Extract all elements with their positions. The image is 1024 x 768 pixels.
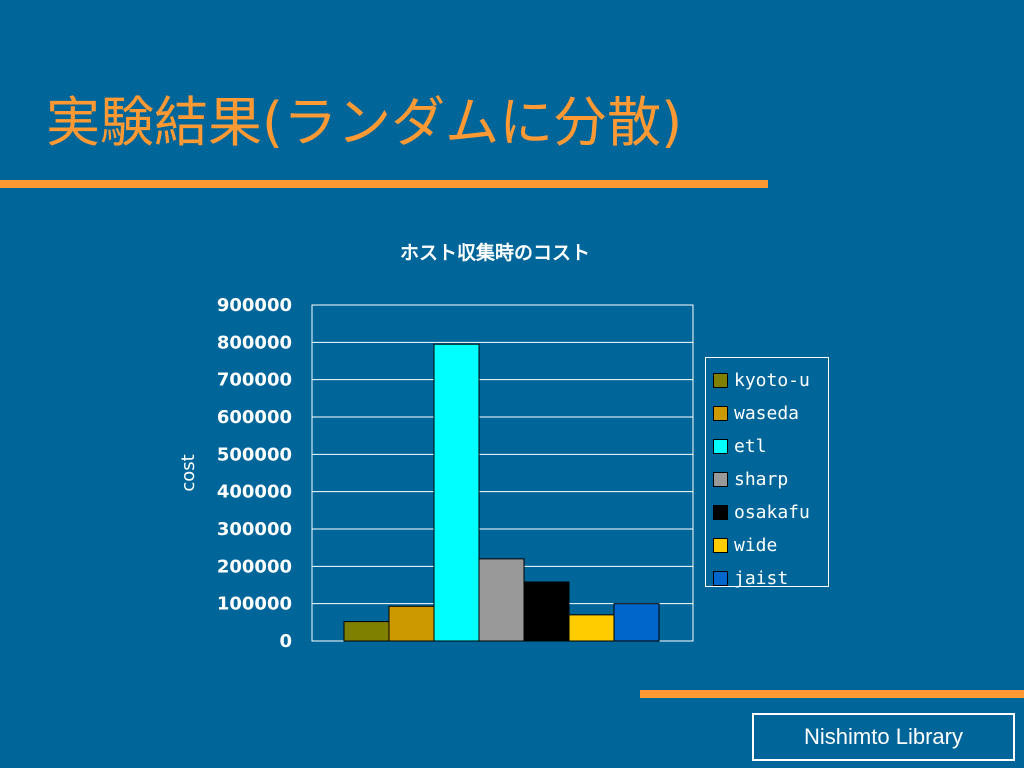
legend-swatch bbox=[713, 571, 728, 586]
bar-etl bbox=[433, 343, 480, 642]
y-tick-label: 700000 bbox=[217, 370, 292, 391]
footer-divider bbox=[640, 690, 1024, 698]
y-tick-label: 600000 bbox=[217, 407, 292, 428]
bar-wide bbox=[568, 614, 615, 642]
legend-label: jaist bbox=[734, 568, 789, 589]
legend-swatch bbox=[713, 439, 728, 454]
bar-sharp bbox=[478, 558, 525, 642]
legend-label: kyoto-u bbox=[734, 370, 810, 391]
y-axis-label: cost bbox=[178, 454, 199, 491]
legend-swatch bbox=[713, 538, 728, 553]
legend-label: waseda bbox=[734, 403, 800, 424]
legend-label: osakafu bbox=[734, 502, 810, 523]
legend-item-wide: wide bbox=[706, 529, 828, 562]
legend-swatch bbox=[713, 406, 728, 421]
y-tick-label: 0 bbox=[279, 631, 292, 652]
y-tick-label: 100000 bbox=[217, 594, 292, 615]
bar-osakafu bbox=[523, 581, 570, 642]
chart-title: ホスト収集時のコスト bbox=[399, 242, 590, 264]
title-divider bbox=[0, 180, 768, 188]
legend-label: sharp bbox=[734, 469, 789, 490]
legend-swatch bbox=[713, 373, 728, 388]
slide-title: 実験結果(ランダムに分散) bbox=[46, 91, 683, 154]
legend-item-kyoto-u: kyoto-u bbox=[706, 364, 828, 397]
legend-item-waseda: waseda bbox=[706, 397, 828, 430]
legend-swatch bbox=[713, 472, 728, 487]
legend-item-sharp: sharp bbox=[706, 463, 828, 496]
y-tick-label: 400000 bbox=[217, 482, 292, 503]
y-tick-label: 900000 bbox=[217, 295, 292, 316]
legend-item-jaist: jaist bbox=[706, 562, 828, 595]
y-tick-label: 500000 bbox=[217, 444, 292, 465]
legend-item-etl: etl bbox=[706, 430, 828, 463]
legend-swatch bbox=[713, 505, 728, 520]
chart-legend: kyoto-u waseda etl sharp osakafu wide jaist bbox=[705, 357, 829, 589]
bar-waseda bbox=[388, 605, 435, 642]
bar-kyoto-u bbox=[343, 621, 390, 642]
y-tick-label: 300000 bbox=[217, 519, 292, 540]
legend-item-osakafu: osakafu bbox=[706, 496, 828, 529]
footer-label: Nishimto Library bbox=[752, 713, 1015, 761]
y-tick-label: 800000 bbox=[217, 332, 292, 353]
y-tick-label: 200000 bbox=[217, 556, 292, 577]
legend-label: etl bbox=[734, 436, 767, 457]
bar-jaist bbox=[613, 603, 660, 642]
legend-label: wide bbox=[734, 535, 778, 556]
